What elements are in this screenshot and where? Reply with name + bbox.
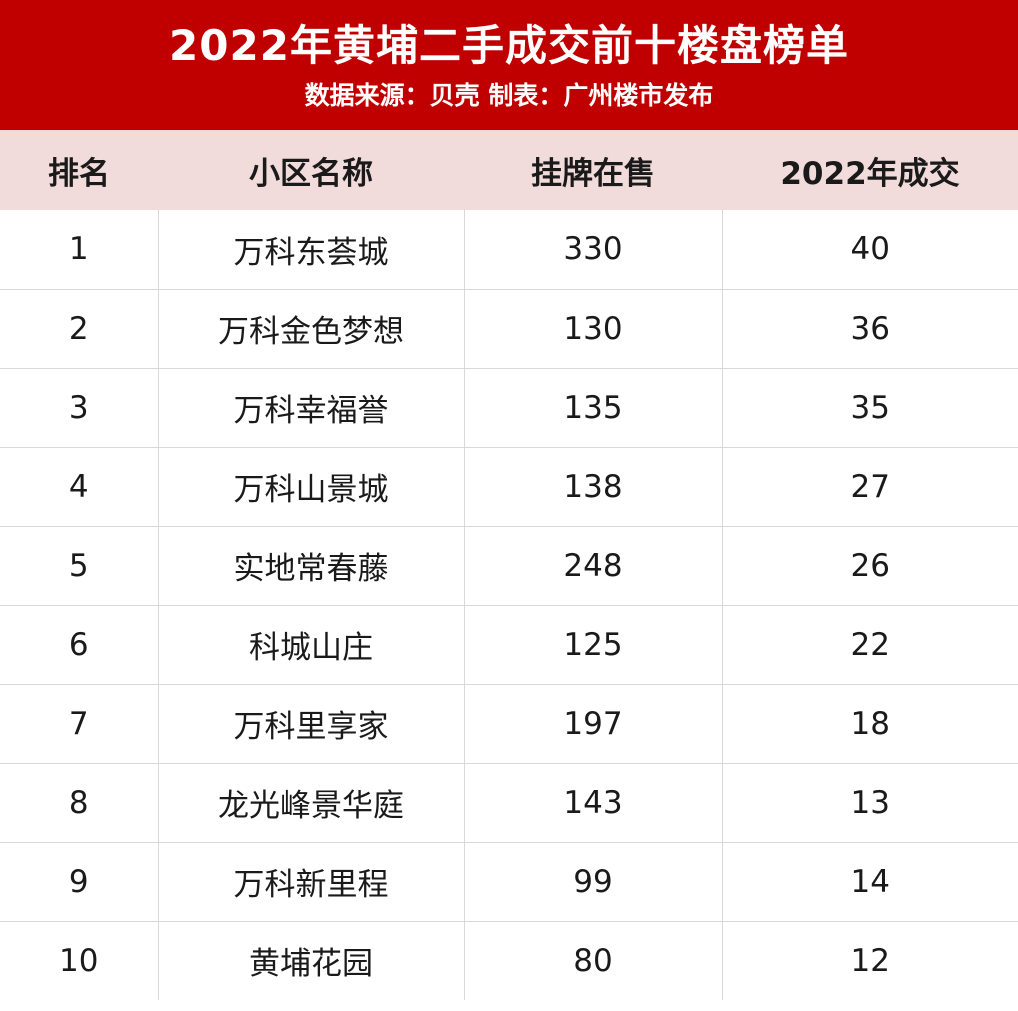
listed-count-cell: 130 [464, 289, 723, 369]
rank-cell: 7 [0, 684, 159, 764]
community-name-cell: 万科山景城 [158, 447, 465, 527]
listed-count-cell: 125 [464, 605, 723, 685]
table-body: 1 万科东荟城 330 40 2 万科金色梦想 130 36 3 万科幸福誉 1… [0, 210, 1018, 1000]
deal-count-cell: 22 [722, 605, 1018, 685]
ranking-table: 排名 小区名称 挂牌在售 2022年成交 1 万科东荟城 330 40 2 万科… [0, 130, 1018, 1000]
community-name-cell: 实地常春藤 [158, 526, 465, 606]
listed-count-cell: 330 [464, 210, 723, 290]
community-name-cell: 万科金色梦想 [158, 289, 465, 369]
title-banner: 2022年黄埔二手成交前十楼盘榜单 数据来源：贝壳 制表：广州楼市发布 [0, 0, 1018, 130]
rank-cell: 4 [0, 447, 159, 527]
header-row: 排名 小区名称 挂牌在售 2022年成交 [0, 130, 1018, 210]
column-header-deals: 2022年成交 [722, 130, 1018, 210]
deal-count-cell: 14 [722, 842, 1018, 922]
table-header: 排名 小区名称 挂牌在售 2022年成交 [0, 130, 1018, 210]
rank-cell: 6 [0, 605, 159, 685]
listed-count-cell: 99 [464, 842, 723, 922]
table-row: 1 万科东荟城 330 40 [0, 210, 1018, 290]
community-name-cell: 万科幸福誉 [158, 368, 465, 448]
table-row: 9 万科新里程 99 14 [0, 842, 1018, 922]
rank-cell: 9 [0, 842, 159, 922]
deal-count-cell: 27 [722, 447, 1018, 527]
rank-cell: 5 [0, 526, 159, 606]
listed-count-cell: 143 [464, 763, 723, 843]
rank-cell: 8 [0, 763, 159, 843]
community-name-cell: 科城山庄 [158, 605, 465, 685]
table-row: 8 龙光峰景华庭 143 13 [0, 763, 1018, 843]
listed-count-cell: 248 [464, 526, 723, 606]
table-row: 5 实地常春藤 248 26 [0, 526, 1018, 606]
community-name-cell: 万科新里程 [158, 842, 465, 922]
page-title: 2022年黄埔二手成交前十楼盘榜单 [169, 21, 849, 70]
deal-count-cell: 12 [850, 942, 890, 979]
column-header-rank: 排名 [0, 130, 158, 210]
listed-count-cell: 138 [464, 447, 723, 527]
deal-count-cell: 26 [722, 526, 1018, 606]
deal-count-cell: 36 [722, 289, 1018, 369]
column-header-name: 小区名称 [158, 130, 464, 210]
community-name-cell: 万科里享家 [158, 684, 465, 764]
community-name-cell: 万科东荟城 [158, 210, 465, 290]
table-row: 3 万科幸福誉 135 35 [0, 368, 1018, 448]
rank-cell: 10 [0, 921, 159, 1000]
table-row: 6 科城山庄 125 22 [0, 605, 1018, 685]
deal-count-cell: 35 [722, 368, 1018, 448]
rank-cell: 1 [0, 210, 159, 290]
community-name-cell: 龙光峰景华庭 [158, 763, 465, 843]
table-row: 10 黄埔花园 80 12 [0, 921, 1018, 1000]
deal-count-cell: 18 [722, 684, 1018, 764]
deal-count-cell: 13 [722, 763, 1018, 843]
rank-cell: 3 [0, 368, 159, 448]
listed-count-cell: 80 [464, 921, 723, 1000]
column-header-listed: 挂牌在售 [464, 130, 722, 210]
listed-count-cell: 197 [464, 684, 723, 764]
table-row: 7 万科里享家 197 18 [0, 684, 1018, 764]
table-row: 2 万科金色梦想 130 36 [0, 289, 1018, 369]
community-name-cell: 黄埔花园 [158, 921, 465, 1000]
deal-count-cell: 40 [722, 210, 1018, 290]
rank-cell: 2 [0, 289, 159, 369]
listed-count-cell: 135 [464, 368, 723, 448]
table-row: 4 万科山景城 138 27 [0, 447, 1018, 527]
source-credit: 数据来源：贝壳 制表：广州楼市发布 [304, 81, 714, 110]
